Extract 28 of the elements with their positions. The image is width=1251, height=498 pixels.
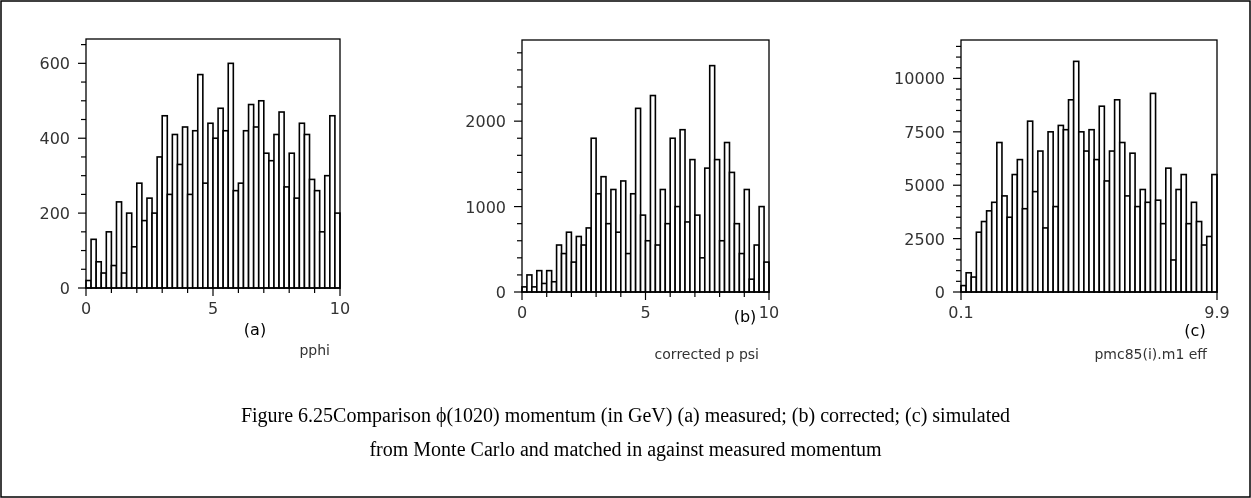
x-tick-label: 0 xyxy=(80,299,92,318)
x-tick-label: 5 xyxy=(640,303,651,322)
x-tick-label: 0 xyxy=(516,303,528,322)
y-tick-label: 1000 xyxy=(465,197,506,217)
x-axis-title: pphi xyxy=(299,342,330,358)
y-tick-label: 2000 xyxy=(465,112,506,132)
y-tick-label: 0 xyxy=(59,279,70,298)
x-tick-label: 0.1 xyxy=(948,303,974,322)
x-tick-label: 10 xyxy=(329,299,351,318)
caption: Figure 6.25Comparison ϕ(1020) momentum (in GeV) (a) measured; (b) corrected; (c) simulated xyxy=(240,404,1011,427)
text: (b) xyxy=(733,307,757,326)
x-axis-title: corrected p psi xyxy=(654,346,759,362)
y-tick-label: 0 xyxy=(495,283,506,302)
text: (c) xyxy=(1184,321,1206,340)
y-tick-label: 5000 xyxy=(904,176,945,196)
x-tick-label: 5 xyxy=(207,299,219,318)
text: from Monte Carlo and matched in against measured momentum xyxy=(369,438,882,461)
text: (a) xyxy=(243,320,267,339)
y-tick-label: 200 xyxy=(39,204,70,224)
y-tick-label: 0 xyxy=(934,283,945,302)
x-tick-label: 10 xyxy=(758,303,780,322)
x-axis-title: pmc85(i).m1 eff xyxy=(1094,346,1208,362)
y-tick-label: 2500 xyxy=(904,229,945,249)
x-tick-label: 9.9 xyxy=(1204,303,1230,322)
y-tick-label: 7500 xyxy=(904,122,945,142)
y-tick-label: 600 xyxy=(39,54,70,74)
y-tick-label: 400 xyxy=(39,129,70,149)
y-tick-label: 10000 xyxy=(894,69,945,89)
